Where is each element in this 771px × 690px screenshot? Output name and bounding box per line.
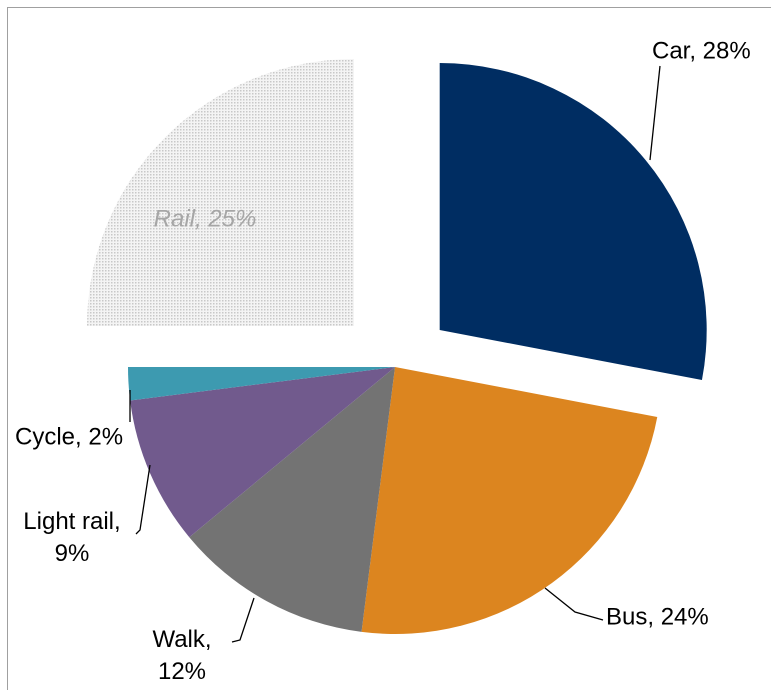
leader-line — [544, 587, 604, 621]
data-label: Light rail, 9% — [23, 508, 120, 567]
leader-line — [135, 464, 151, 535]
data-label: Walk, 12% — [152, 626, 211, 685]
pie-slice — [439, 63, 707, 381]
data-label: Car, 28% — [652, 37, 751, 64]
data-label: Rail, 25% — [154, 205, 257, 232]
data-label: Cycle, 2% — [15, 423, 123, 450]
leader-line — [649, 65, 661, 161]
leader-line — [231, 597, 255, 643]
pie-slice — [86, 58, 354, 326]
chart-border — [7, 7, 771, 690]
pie-slice — [130, 367, 395, 538]
data-label: Bus, 24% — [606, 603, 709, 630]
pie-slice — [189, 367, 395, 632]
pie-slice — [128, 367, 395, 401]
pie-slice — [361, 367, 658, 635]
